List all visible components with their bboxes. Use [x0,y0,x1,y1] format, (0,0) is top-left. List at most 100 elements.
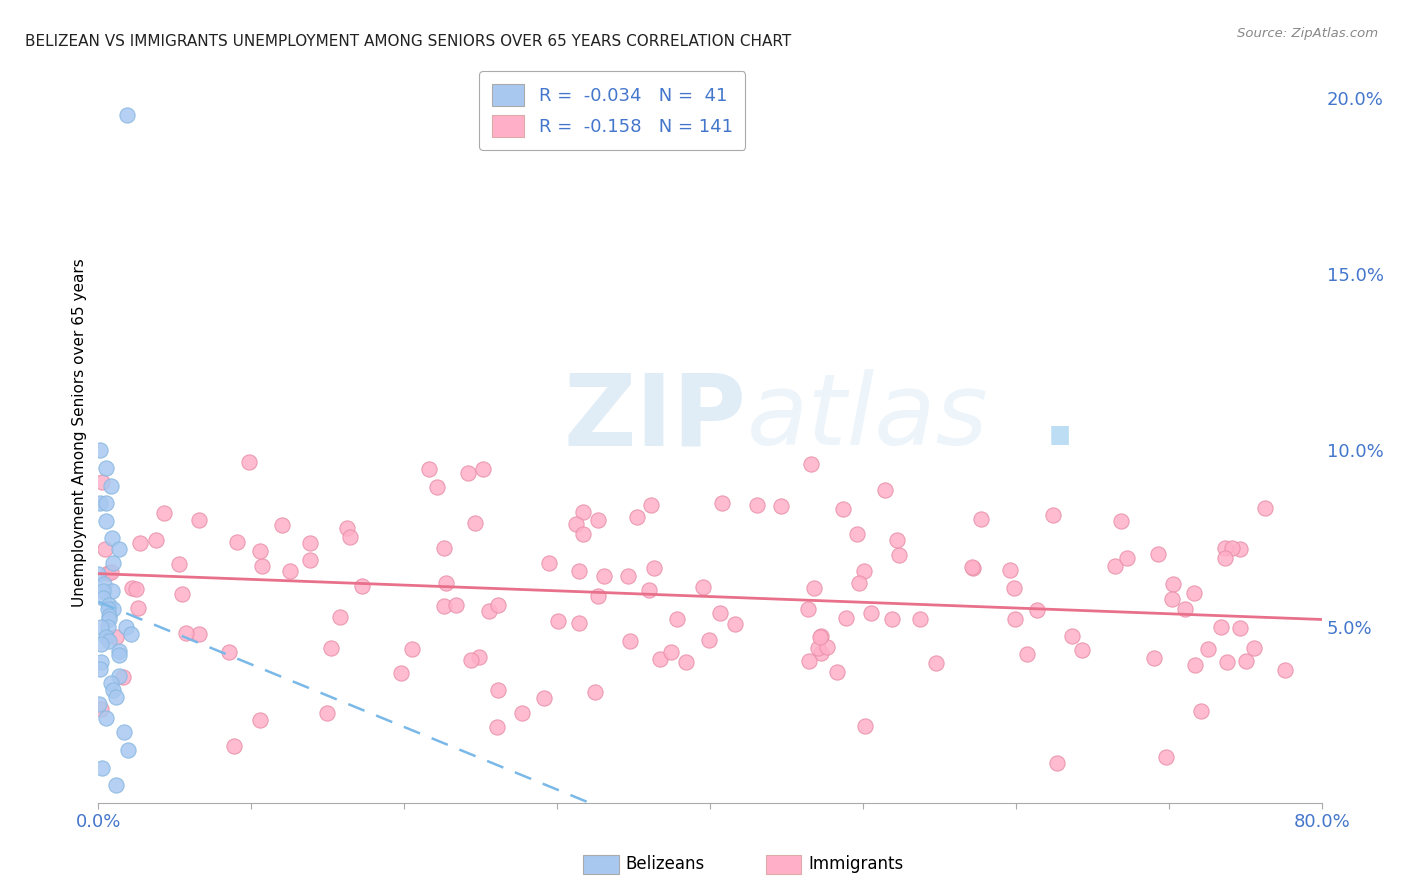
Text: Immigrants: Immigrants [808,855,904,873]
Point [1025,603,1047,617]
Point [115,619,138,633]
Point [90,655,112,669]
Point [103,556,125,570]
Point [299,536,322,550]
Point [90,637,112,651]
Point [1274,664,1296,678]
Point [101,532,124,546]
Point [129,535,152,549]
Text: BELIZEAN VS IMMIGRANTS UNEMPLOYMENT AMONG SENIORS OVER 65 YEARS CORRELATION CHAR: BELIZEAN VS IMMIGRANTS UNEMPLOYMENT AMON… [25,34,792,49]
Point [187,626,209,640]
Point [565,516,588,531]
Point [127,601,149,615]
Point [960,559,983,574]
Point [446,598,468,612]
Point [583,684,606,698]
Point [533,691,555,706]
Point [112,670,135,684]
Point [1116,551,1139,566]
Point [434,575,457,590]
Point [659,645,682,659]
Point [94,514,117,528]
Point [97,633,120,648]
Point [91,475,114,490]
Point [1211,619,1233,633]
Point [666,612,689,626]
Legend: R =  -0.034   N =  41, R =  -0.158   N = 141: R = -0.034 N = 41, R = -0.158 N = 141 [479,71,745,150]
Point [100,478,122,492]
Point [97,599,120,613]
Point [572,505,595,519]
Point [1243,640,1265,655]
Point [188,513,211,527]
Point [350,579,373,593]
Point [803,581,825,595]
Point [115,108,138,122]
Point [810,646,832,660]
Point [1182,586,1205,600]
Point [1229,541,1251,556]
Point [617,569,640,583]
Point [108,648,131,662]
Point [886,533,908,548]
Point [328,610,350,624]
Point [153,506,176,520]
Point [107,644,129,658]
Point [1213,541,1236,555]
Point [797,654,820,668]
Point [278,564,301,578]
Point [711,496,734,510]
Point [94,496,117,510]
Point [832,501,855,516]
Point [167,557,190,571]
Point [808,630,831,644]
Point [97,619,120,633]
Point [94,711,117,725]
Point [1213,551,1236,566]
Point [271,518,294,533]
Point [571,526,593,541]
Point [1143,650,1166,665]
Point [401,642,423,657]
Point [299,553,322,567]
Point [925,656,948,670]
Point [96,461,118,475]
Point [108,669,131,683]
Point [174,625,197,640]
Point [873,483,896,497]
Point [101,584,124,599]
Point [1004,612,1026,626]
Point [457,467,479,481]
Point [1220,541,1243,556]
Point [1147,547,1170,561]
Point [87,566,110,581]
Text: Belizeans: Belizeans [626,855,704,873]
Point [1071,643,1094,657]
Point [697,633,720,648]
Point [226,535,249,549]
Point [889,549,911,563]
Point [90,702,112,716]
Point [105,690,128,704]
Point [1197,642,1219,657]
Point [650,652,672,666]
Point [745,498,768,512]
Point [567,615,589,630]
Point [637,582,659,597]
Point [104,630,127,644]
Point [433,599,456,613]
Point [97,602,120,616]
Point [218,645,240,659]
Point [100,676,122,690]
Point [962,561,984,575]
Point [537,556,560,570]
Point [87,697,110,711]
Point [846,526,869,541]
Point [692,581,714,595]
Point [1229,621,1251,635]
Point [800,458,823,472]
Point [389,665,412,680]
Point [970,511,993,525]
Point [815,640,838,654]
Point [124,582,146,596]
